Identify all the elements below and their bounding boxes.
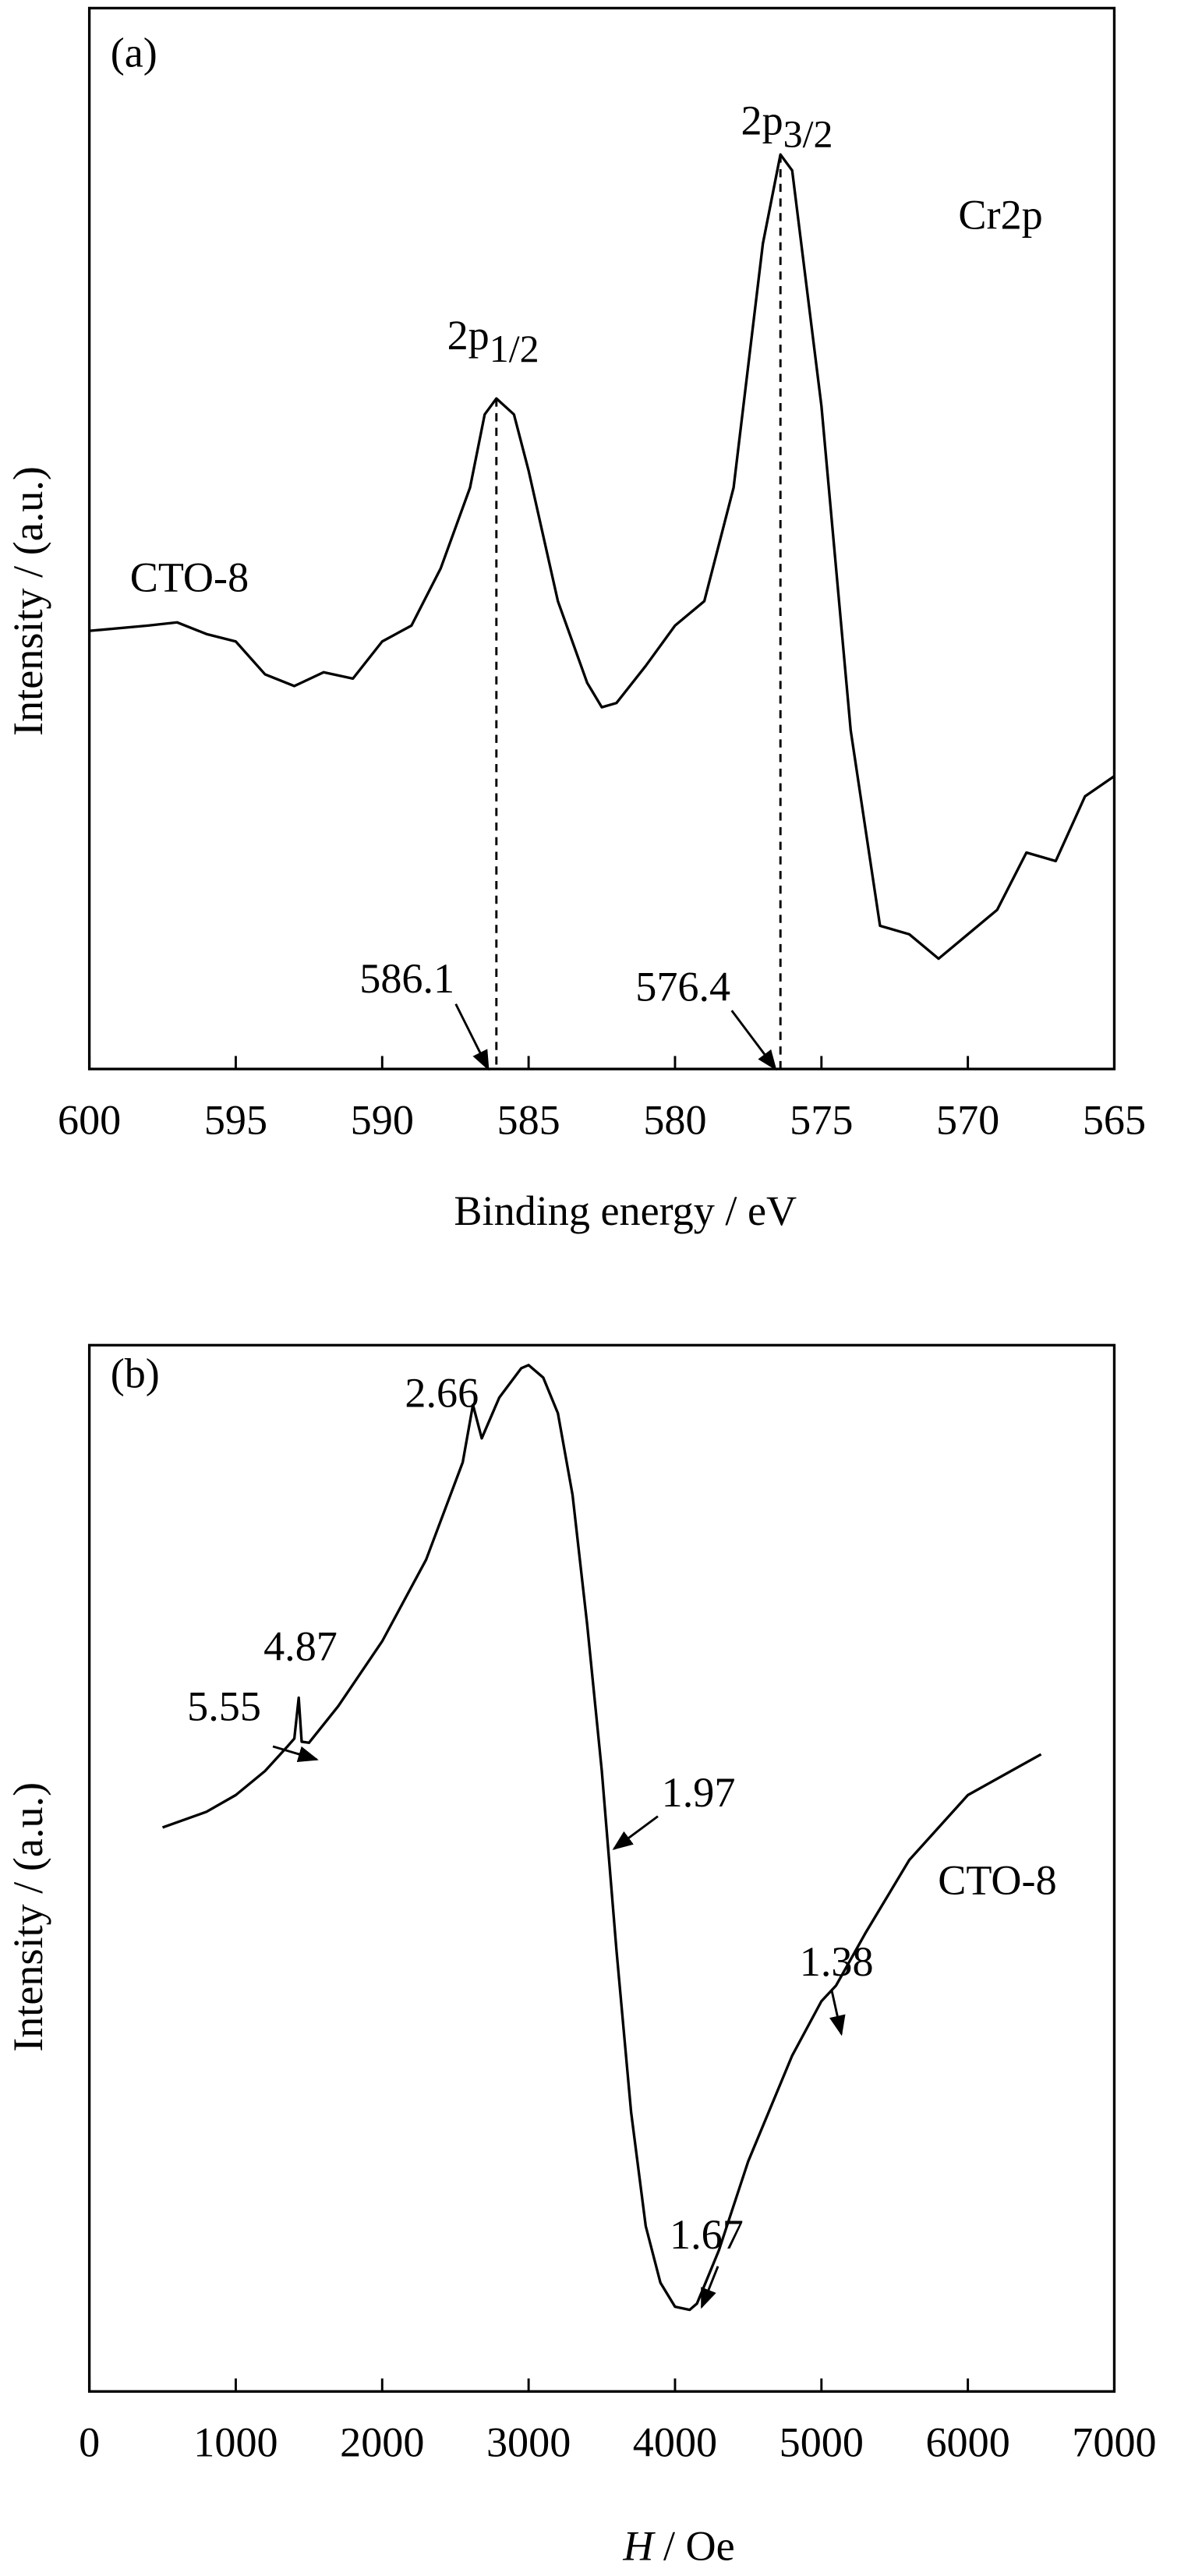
x-tick-label: 1000: [193, 2419, 278, 2466]
x-axis-symbol: H: [622, 2523, 656, 2570]
peak-name: 2p: [447, 313, 490, 359]
x-tick-label: 565: [1083, 1096, 1146, 1143]
g-value-label: 1.67: [670, 2211, 744, 2258]
annotation-arrow: [272, 1745, 319, 1763]
x-tick-label: 595: [204, 1096, 267, 1143]
x-axis-unit: / Oe: [663, 2523, 735, 2570]
x-tick-label: 575: [790, 1096, 853, 1143]
spectrum-line: [161, 1364, 1042, 2312]
peak-label: 2p3/2: [741, 97, 833, 156]
panel-label: (a): [111, 29, 157, 76]
x-tick-label: 580: [643, 1096, 706, 1143]
annotation-arrow: [730, 1010, 777, 1071]
x-tick-label: 7000: [1072, 2419, 1156, 2466]
region-label: Cr2p: [958, 192, 1042, 239]
y-axis-label: Intensity / (a.u.): [5, 466, 51, 736]
g-value-label: 4.87: [263, 1623, 338, 1670]
plot-frame: [87, 6, 1116, 1070]
peak-subscript: 1/2: [490, 327, 539, 370]
y-axis-label: Intensity / (a.u.): [5, 1782, 51, 2052]
sample-label: CTO-8: [938, 1857, 1056, 1904]
x-tick-label: 5000: [780, 2419, 864, 2466]
peak-position-label: 586.1: [359, 955, 454, 1002]
x-tick-label: 2000: [340, 2419, 424, 2466]
x-tick-label: 570: [936, 1096, 999, 1143]
g-value-label: 2.66: [405, 1369, 479, 1416]
peak-position-label: 576.4: [635, 964, 730, 1010]
g-value-label: 5.55: [187, 1683, 261, 1730]
g-value-label: 1.38: [800, 1938, 874, 1985]
x-tick-label: 585: [497, 1096, 560, 1143]
spectrum-line: [89, 153, 1115, 961]
sample-label: CTO-8: [130, 554, 249, 600]
x-tick-label: 4000: [633, 2419, 717, 2466]
x-axis-label: Binding energy / eV: [454, 1187, 797, 1234]
plot-frame: [87, 1343, 1116, 2393]
x-tick-label: 0: [79, 2419, 100, 2466]
g-value-label: 1.97: [662, 1769, 736, 1816]
x-tick-label: 590: [351, 1096, 414, 1143]
x-axis-label: H / Oe: [622, 2523, 734, 2570]
annotation-arrow: [700, 2266, 719, 2309]
x-tick-label: 6000: [925, 2419, 1009, 2466]
annotation-arrow: [612, 1815, 659, 1850]
annotation-arrow: [829, 1990, 846, 2036]
panel-label: (b): [111, 1350, 160, 1396]
x-tick-label: 3000: [486, 2419, 571, 2466]
annotation-arrow: [454, 1003, 490, 1071]
peak-label: 2p1/2: [447, 313, 539, 371]
peak-name: 2p: [741, 97, 783, 144]
x-tick-label: 600: [58, 1096, 121, 1143]
peak-subscript: 3/2: [783, 112, 833, 156]
